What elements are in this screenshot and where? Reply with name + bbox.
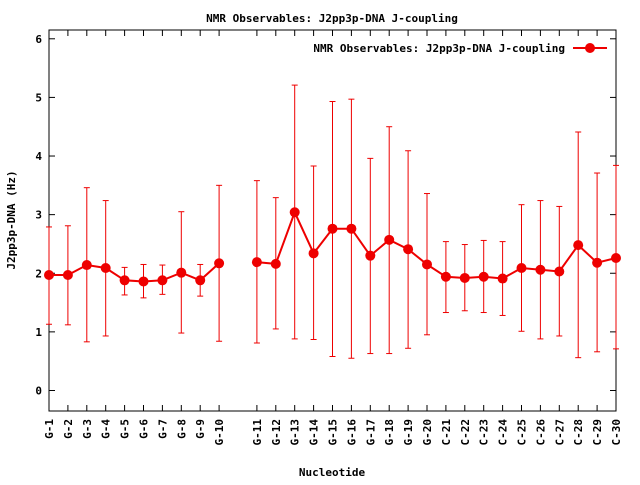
x-tick-label: G-4 bbox=[100, 419, 113, 439]
chart-title: NMR Observables: J2pp3p-DNA J-coupling bbox=[206, 12, 458, 25]
data-point bbox=[478, 271, 489, 282]
x-tick-label: G-16 bbox=[345, 419, 358, 446]
series-line bbox=[49, 262, 220, 283]
y-tick-label: 4 bbox=[35, 150, 42, 163]
legend: NMR Observables: J2pp3p-DNA J-coupling bbox=[313, 42, 607, 55]
x-tick-label: G-9 bbox=[194, 419, 207, 439]
x-tick-label: G-12 bbox=[270, 419, 283, 446]
x-tick-label: G-18 bbox=[383, 419, 396, 446]
data-point bbox=[289, 207, 300, 218]
x-tick-label: C-26 bbox=[534, 419, 547, 446]
x-tick-label: C-22 bbox=[459, 419, 472, 446]
data-point bbox=[251, 257, 262, 268]
x-tick-label: C-24 bbox=[497, 419, 510, 446]
data-point bbox=[403, 244, 414, 255]
legend-marker bbox=[585, 43, 595, 53]
data-point bbox=[308, 248, 319, 259]
data-point bbox=[440, 271, 451, 282]
data-point bbox=[100, 262, 111, 273]
data-point bbox=[270, 258, 281, 269]
data-point bbox=[592, 257, 603, 268]
y-axis-label: J2pp3p-DNA (Hz) bbox=[5, 170, 18, 269]
y-tick-label: 0 bbox=[35, 384, 42, 397]
x-tick-label: G-14 bbox=[308, 419, 321, 446]
data-point bbox=[195, 275, 206, 286]
data-point bbox=[157, 275, 168, 286]
x-tick-label: C-25 bbox=[516, 419, 529, 446]
data-point bbox=[459, 272, 470, 283]
data-point bbox=[365, 250, 376, 261]
x-tick-label: C-28 bbox=[572, 419, 585, 446]
x-tick-label: G-5 bbox=[119, 419, 132, 439]
y-tick-label: 6 bbox=[35, 33, 42, 46]
y-tick-label: 2 bbox=[35, 267, 42, 280]
data-point bbox=[554, 266, 565, 277]
x-tick-label: G-7 bbox=[156, 419, 169, 439]
x-tick-label: G-11 bbox=[251, 419, 264, 446]
x-tick-label: C-23 bbox=[478, 419, 491, 446]
data-point bbox=[138, 276, 149, 287]
x-tick-label: G-2 bbox=[62, 419, 75, 439]
data-point bbox=[346, 223, 357, 234]
data-point bbox=[384, 234, 395, 245]
x-tick-label: C-29 bbox=[591, 419, 604, 446]
y-tick-label: 5 bbox=[35, 91, 42, 104]
x-axis-label: Nucleotide bbox=[299, 466, 366, 479]
data-point bbox=[535, 264, 546, 275]
x-tick-label: C-21 bbox=[440, 419, 453, 446]
x-tick-label: G-10 bbox=[213, 419, 226, 446]
data-point bbox=[327, 223, 338, 234]
data-point bbox=[119, 275, 130, 286]
data-point bbox=[214, 258, 225, 269]
x-tick-label: G-1 bbox=[43, 419, 56, 439]
x-tick-label: G-17 bbox=[364, 419, 377, 446]
x-tick-label: G-3 bbox=[81, 419, 94, 439]
x-tick-label: G-8 bbox=[175, 419, 188, 439]
data-point bbox=[573, 240, 584, 251]
data-point bbox=[516, 262, 527, 273]
data-point bbox=[44, 270, 54, 281]
data-point bbox=[422, 259, 432, 270]
y-tick-label: 1 bbox=[35, 326, 42, 339]
data-point bbox=[62, 270, 73, 281]
x-tick-label: G-19 bbox=[402, 419, 415, 446]
x-tick-label: G-6 bbox=[138, 419, 151, 439]
data-point bbox=[497, 273, 508, 284]
data-point bbox=[176, 267, 187, 278]
data-point bbox=[611, 253, 621, 264]
y-tick-label: 3 bbox=[35, 209, 42, 222]
x-tick-label: C-30 bbox=[610, 419, 623, 446]
x-tick-label: C-27 bbox=[553, 419, 566, 446]
x-tick-label: G-15 bbox=[327, 419, 340, 446]
x-tick-label: G-20 bbox=[421, 419, 434, 446]
y-axis: 0 1 2 3 4 5 6 bbox=[35, 33, 616, 397]
series-layer bbox=[44, 84, 621, 359]
x-tick-label: G-13 bbox=[289, 419, 302, 446]
legend-label: NMR Observables: J2pp3p-DNA J-coupling bbox=[313, 42, 565, 55]
x-axis: G-1 G-2 G-3 G-4 G-5 G-6 G-7 G-8 G-9 G-10 G-11 G-12 G… bbox=[43, 30, 623, 446]
data-point bbox=[81, 260, 92, 271]
